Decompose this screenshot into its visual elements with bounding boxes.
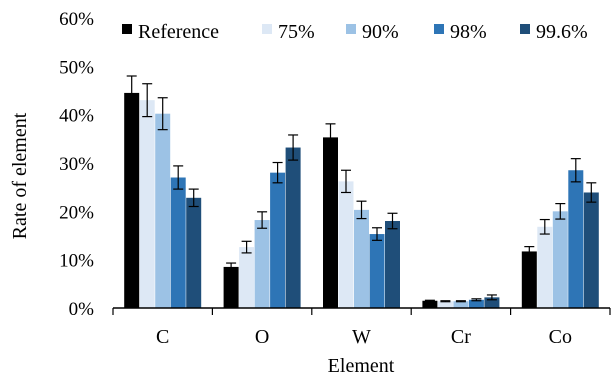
bar <box>385 221 400 308</box>
bar <box>124 92 140 309</box>
legend-label: Reference <box>138 21 219 43</box>
y-tick-label: 0% <box>69 299 95 320</box>
y-tick-label: 30% <box>59 154 94 175</box>
legend-swatch <box>346 24 356 34</box>
category-label: Cr <box>451 326 471 348</box>
bar <box>170 177 186 308</box>
y-tick-label: 10% <box>59 251 94 272</box>
legend-swatch <box>434 24 444 34</box>
bar <box>323 137 338 308</box>
legend-swatch <box>520 24 530 34</box>
bar <box>521 251 537 308</box>
bar <box>552 211 568 308</box>
y-axis-ticks: 0% 10% 20% 30% 40% 50% 60% <box>59 9 94 320</box>
bar <box>139 100 155 309</box>
bar <box>568 170 584 308</box>
bar <box>583 192 599 308</box>
category-labels: C O W Cr Co <box>156 326 572 348</box>
bar <box>338 181 354 308</box>
x-axis-ticks <box>112 308 611 315</box>
legend: Reference 75% 90% 98% 99.6% <box>122 21 588 43</box>
y-tick-label: 50% <box>59 57 94 78</box>
y-tick-label: 20% <box>59 202 94 223</box>
bar <box>270 172 286 308</box>
bar <box>239 247 255 308</box>
bar <box>437 301 453 308</box>
bar <box>537 226 553 308</box>
bar <box>155 113 171 308</box>
bar <box>453 301 469 308</box>
y-tick-label: 60% <box>59 9 94 30</box>
legend-swatch <box>262 24 272 34</box>
bars <box>124 92 599 309</box>
bar <box>369 234 385 308</box>
category-label: C <box>156 326 169 348</box>
bar <box>285 147 301 308</box>
bar <box>484 297 500 308</box>
legend-label: 90% <box>362 21 399 43</box>
bar <box>354 209 369 308</box>
x-axis-title: Element <box>328 355 395 377</box>
legend-label: 75% <box>278 21 315 43</box>
legend-label: 98% <box>450 21 487 43</box>
y-axis-title: Rate of element <box>9 112 31 239</box>
category-label: O <box>255 326 269 348</box>
legend-swatch <box>122 24 132 34</box>
bar <box>422 300 438 308</box>
error-bars <box>126 75 597 303</box>
category-label: Co <box>549 326 572 348</box>
bar <box>186 197 202 308</box>
bar <box>223 266 239 308</box>
bar <box>254 220 270 308</box>
y-tick-label: 40% <box>59 106 94 127</box>
category-label: W <box>352 326 371 348</box>
bar <box>468 299 484 308</box>
legend-label: 99.6% <box>536 21 588 43</box>
